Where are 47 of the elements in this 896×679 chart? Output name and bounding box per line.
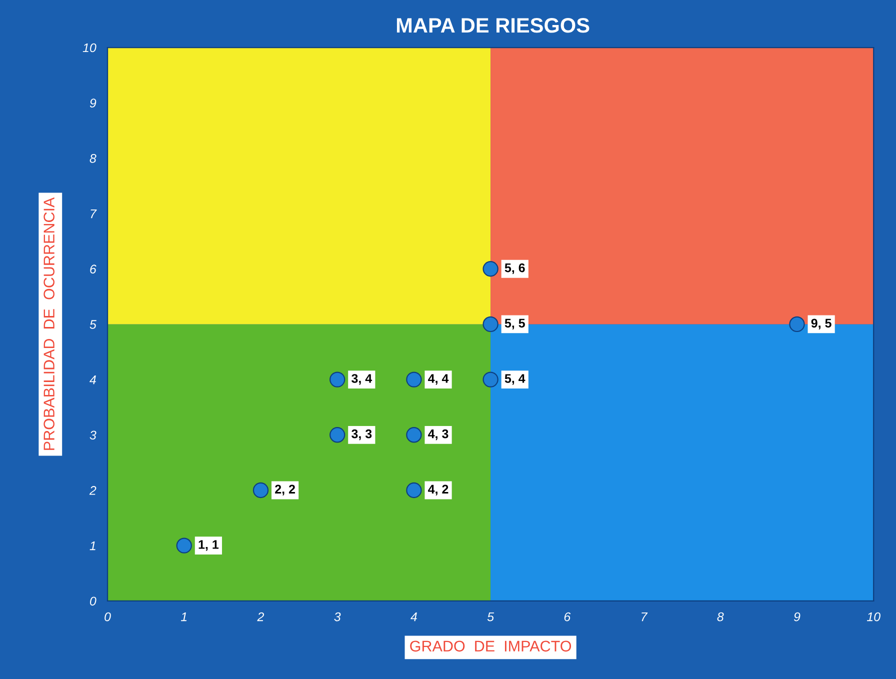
data-label: 4, 4	[428, 374, 449, 385]
x-tick-label: 7	[642, 612, 648, 622]
data-label: 3, 3	[352, 429, 372, 440]
y-tick-label: 5	[90, 320, 96, 329]
y-tick-label: 6	[90, 264, 96, 274]
point	[252, 482, 269, 498]
x-tick-label: 1	[180, 612, 187, 622]
data-label: 5, 6	[504, 263, 525, 274]
x-tick-label: 9	[794, 612, 800, 622]
x-tick-label: 5	[487, 612, 494, 622]
data-label: 4, 3	[428, 429, 448, 440]
y-tick-label: 0	[90, 596, 96, 606]
point	[482, 316, 498, 332]
x-tick-label: 10	[866, 612, 880, 622]
data-label: 4, 2	[428, 484, 448, 496]
y-axis-title: PROBABILIDAD DE OCURRENCIA	[44, 197, 54, 450]
point	[176, 538, 192, 554]
point	[482, 372, 498, 388]
data-label: 2, 2	[275, 484, 295, 496]
y-tick-label: 2	[89, 486, 96, 495]
data-label: 5, 4	[504, 374, 526, 385]
y-tick-label: 9	[90, 98, 96, 108]
data-label: 1, 1	[198, 540, 219, 551]
x-tick-label: 8	[717, 612, 724, 622]
x-tick-label: 2	[257, 612, 264, 622]
chart-title: MAPA DE RIESGOS	[396, 18, 590, 33]
y-tick-label: 3	[90, 430, 96, 440]
y-tick-label: 10	[82, 43, 96, 52]
y-tick-label: 1	[90, 542, 96, 550]
x-tick-label: 6	[564, 612, 571, 622]
data-label: 3, 4	[352, 374, 372, 385]
y-tick-label: 7	[90, 209, 97, 218]
x-tick-label: 3	[334, 612, 341, 622]
point	[789, 316, 805, 332]
x-axis-title: GRADO DE IMPACTO	[410, 640, 572, 652]
data-label: 5, 5	[504, 318, 525, 330]
x-tick-label: 0	[104, 612, 111, 622]
point	[330, 372, 346, 388]
x-tick-label: 4	[410, 612, 417, 622]
point	[330, 427, 346, 443]
point	[482, 261, 498, 277]
data-label: 9, 5	[811, 318, 832, 330]
point	[406, 482, 422, 498]
y-tick-label: 4	[90, 375, 96, 384]
y-tick-label: 8	[90, 154, 96, 163]
point	[406, 372, 422, 388]
point	[406, 427, 422, 443]
